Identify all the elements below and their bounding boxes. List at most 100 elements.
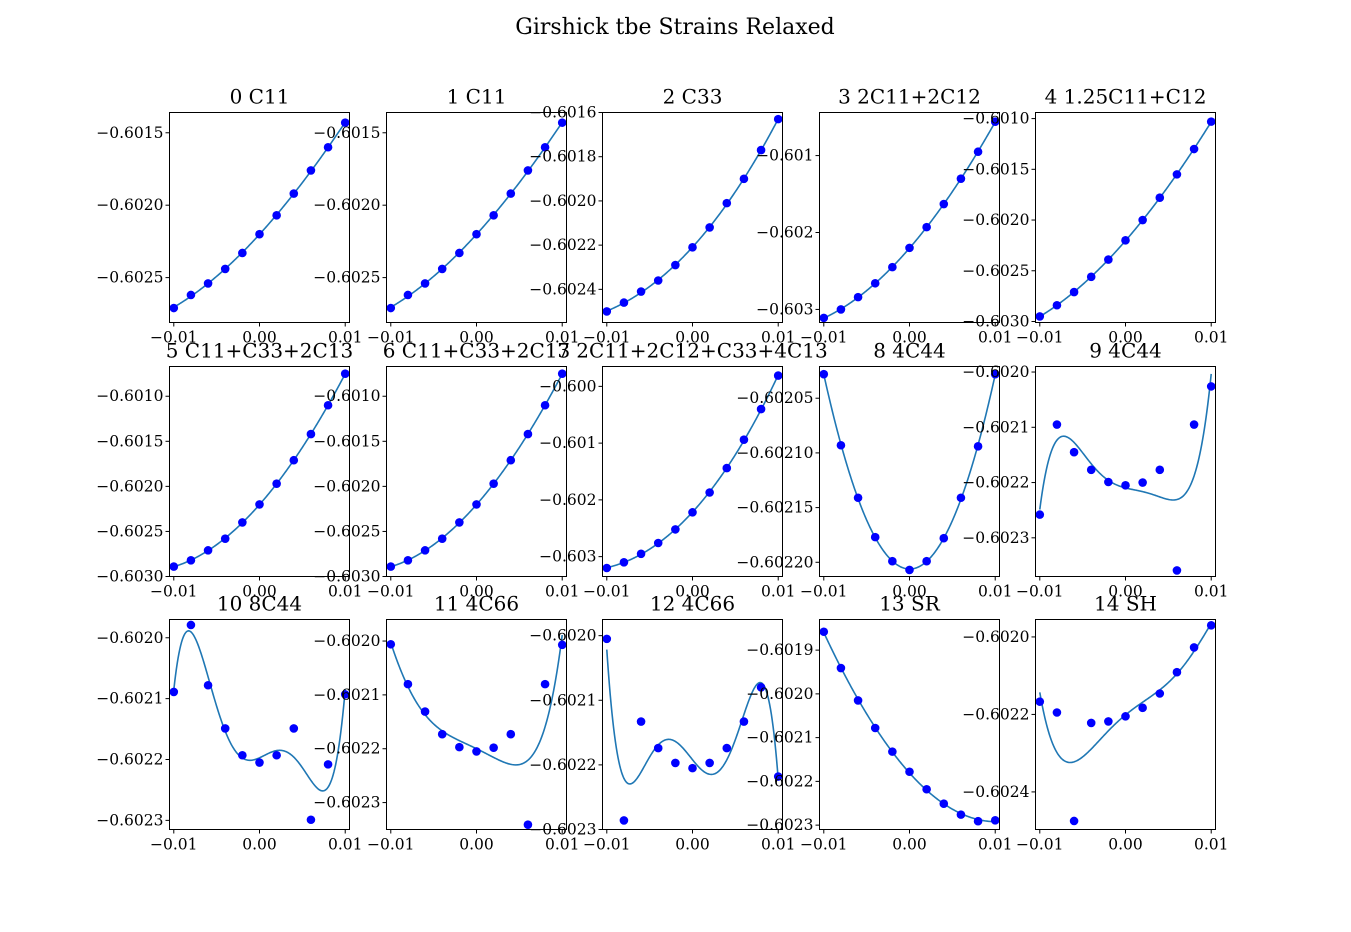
y-tick-label: −0.6020	[313, 196, 380, 214]
data-point	[1035, 510, 1045, 519]
y-tick-label: −0.6015	[962, 160, 1029, 178]
y-tick-label: −0.6025	[313, 269, 380, 287]
data-point	[756, 145, 766, 155]
data-point	[905, 767, 914, 777]
data-point	[1069, 447, 1079, 457]
data-point	[619, 558, 629, 567]
x-tick-label: −0.01	[367, 583, 415, 601]
data-point	[870, 723, 880, 733]
subplot-0: 0 C11 −0.01 0.00 0.01 −0.6015 −0.6020 −0.6025	[96, 85, 362, 347]
subplot-title: 6 C11+C33+2C13	[383, 339, 571, 363]
data-point	[1121, 481, 1130, 490]
data-point	[1035, 697, 1045, 706]
y-tick-label: −0.6015	[96, 124, 163, 142]
data-point	[203, 279, 213, 288]
x-tick-label: −0.01	[150, 836, 198, 854]
data-point	[922, 784, 931, 794]
y-tick-label: −0.6023	[746, 816, 813, 834]
y-tick-label: −0.6020	[96, 477, 163, 495]
x-tick-label: 0.00	[242, 836, 277, 854]
x-tick-label: −0.01	[150, 329, 198, 347]
data-point	[255, 229, 264, 239]
data-point	[272, 479, 281, 488]
fit-line	[390, 373, 563, 568]
data-point	[420, 707, 430, 716]
data-point	[306, 429, 316, 439]
data-point	[540, 679, 550, 689]
data-point	[1155, 193, 1165, 203]
data-point	[1138, 703, 1147, 713]
y-tick-label: −0.6020	[962, 211, 1029, 229]
data-point	[1155, 465, 1165, 475]
data-point	[420, 279, 430, 288]
data-point	[705, 488, 714, 497]
data-point	[636, 717, 646, 726]
x-tick-label: −0.01	[367, 836, 415, 854]
y-tick-label: −0.6020	[529, 192, 596, 210]
x-tick-label: 0.01	[545, 329, 580, 347]
data-point	[1086, 465, 1096, 475]
fit-line	[605, 649, 780, 785]
data-point	[472, 500, 481, 509]
axes-frame	[386, 619, 567, 830]
data-point	[739, 435, 749, 445]
data-point	[739, 174, 749, 184]
y-tick-label: −0.6025	[96, 522, 163, 540]
x-tick-label: −0.01	[583, 836, 631, 854]
data-point	[939, 533, 949, 543]
data-point	[1052, 420, 1062, 429]
data-point	[506, 455, 516, 465]
x-tick-label: 0.00	[1108, 583, 1143, 601]
data-point	[956, 493, 966, 503]
y-tick-label: −0.6016	[529, 104, 596, 122]
data-point	[403, 555, 413, 565]
data-point	[888, 556, 897, 566]
data-point	[323, 400, 333, 410]
data-point	[340, 369, 350, 379]
subplot-9: 9 4C44 −0.01 0.00 0.01 −0.6020 −0.6021 −0.6022…	[962, 339, 1228, 601]
x-tick-label: 0.01	[1194, 836, 1229, 854]
x-tick-label: −0.01	[150, 583, 198, 601]
data-point	[722, 198, 732, 208]
x-tick-label: 0.01	[978, 329, 1013, 347]
x-tick-label: 0.00	[1108, 329, 1143, 347]
y-tick-label: −0.6025	[313, 522, 380, 540]
y-tick-label: −0.6010	[96, 387, 163, 405]
data-point	[238, 518, 247, 527]
data-point	[557, 369, 567, 379]
data-point	[340, 690, 350, 699]
subplot-title: 8 4C44	[873, 339, 946, 363]
subplot-6: 6 C11+C33+2C13 −0.01 0.00 0.01 −0.6010 −0.601…	[313, 339, 579, 601]
y-tick-label: −0.602	[539, 491, 596, 509]
x-tick-label: 0.01	[545, 836, 580, 854]
data-point	[523, 429, 533, 439]
data-point	[420, 546, 430, 555]
subplot-4: 4 1.25C11+C12 −0.01 0.00 0.01 −0.6010 −0.6015…	[962, 85, 1228, 347]
data-point	[722, 743, 732, 753]
data-point	[888, 262, 897, 272]
y-tick-label: −0.60220	[736, 553, 813, 571]
data-point	[853, 696, 863, 705]
data-point	[489, 211, 498, 220]
data-point	[619, 816, 629, 825]
data-point	[619, 298, 629, 307]
y-tick-label: −0.6015	[313, 124, 380, 142]
data-point	[540, 400, 550, 410]
data-point	[220, 534, 230, 543]
subplot-title: 2 C33	[663, 85, 723, 109]
subplot-title: 1 C11	[447, 85, 507, 109]
data-point	[169, 562, 179, 571]
data-point	[990, 369, 1000, 379]
data-point	[169, 303, 179, 313]
data-point	[671, 525, 680, 534]
data-point	[506, 189, 516, 198]
data-point	[1069, 287, 1079, 297]
subplot-title: 14 SH	[1094, 592, 1157, 616]
y-tick-label: −0.6020	[746, 685, 813, 703]
data-point	[602, 563, 612, 573]
data-point	[523, 820, 533, 829]
x-tick-label: 0.01	[761, 583, 796, 601]
data-point	[1052, 300, 1062, 310]
y-tick-label: −0.6020	[96, 196, 163, 214]
axes-frame	[602, 112, 783, 323]
